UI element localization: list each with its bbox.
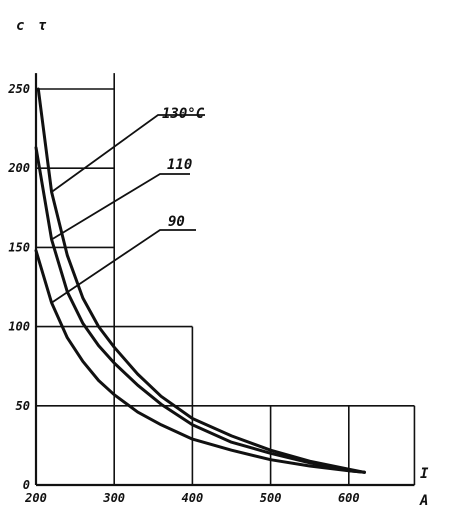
y-axis-unit: c xyxy=(16,18,24,34)
y-tick-100: 100 xyxy=(8,320,30,334)
series-line-0 xyxy=(36,87,366,474)
axes xyxy=(34,73,415,487)
x-tick-200: 200 xyxy=(24,491,47,505)
y-tick-150: 150 xyxy=(8,240,30,254)
y-tick-250: 250 xyxy=(7,82,30,96)
leader-line-2 xyxy=(51,229,196,304)
series-label-90: 90 xyxy=(168,214,185,230)
y-axis-label: τ xyxy=(38,18,47,34)
y-tick-50: 50 xyxy=(16,399,30,413)
series-label-130: 130°C xyxy=(162,106,205,122)
y-tick-0: 0 xyxy=(23,478,30,492)
x-tick-labels: 200 300 400 500 600 xyxy=(24,491,359,505)
grid xyxy=(36,73,416,485)
leader-line-0 xyxy=(51,114,205,193)
x-axis-unit: A xyxy=(419,493,428,509)
legend-leaders xyxy=(51,114,205,304)
x-tick-600: 600 xyxy=(338,491,360,505)
x-tick-300: 300 xyxy=(102,491,125,505)
x-tick-400: 400 xyxy=(182,491,204,505)
series-line-1 xyxy=(34,146,366,474)
leader-line-1 xyxy=(51,173,190,241)
series-label-110: 110 xyxy=(167,157,192,173)
x-axis-label: I xyxy=(420,466,429,482)
series-line-2 xyxy=(34,249,366,474)
curves xyxy=(34,87,366,474)
y-tick-200: 200 xyxy=(7,161,30,175)
x-tick-500: 500 xyxy=(260,491,282,505)
y-tick-labels: 0 50 100 150 200 250 xyxy=(7,82,30,492)
